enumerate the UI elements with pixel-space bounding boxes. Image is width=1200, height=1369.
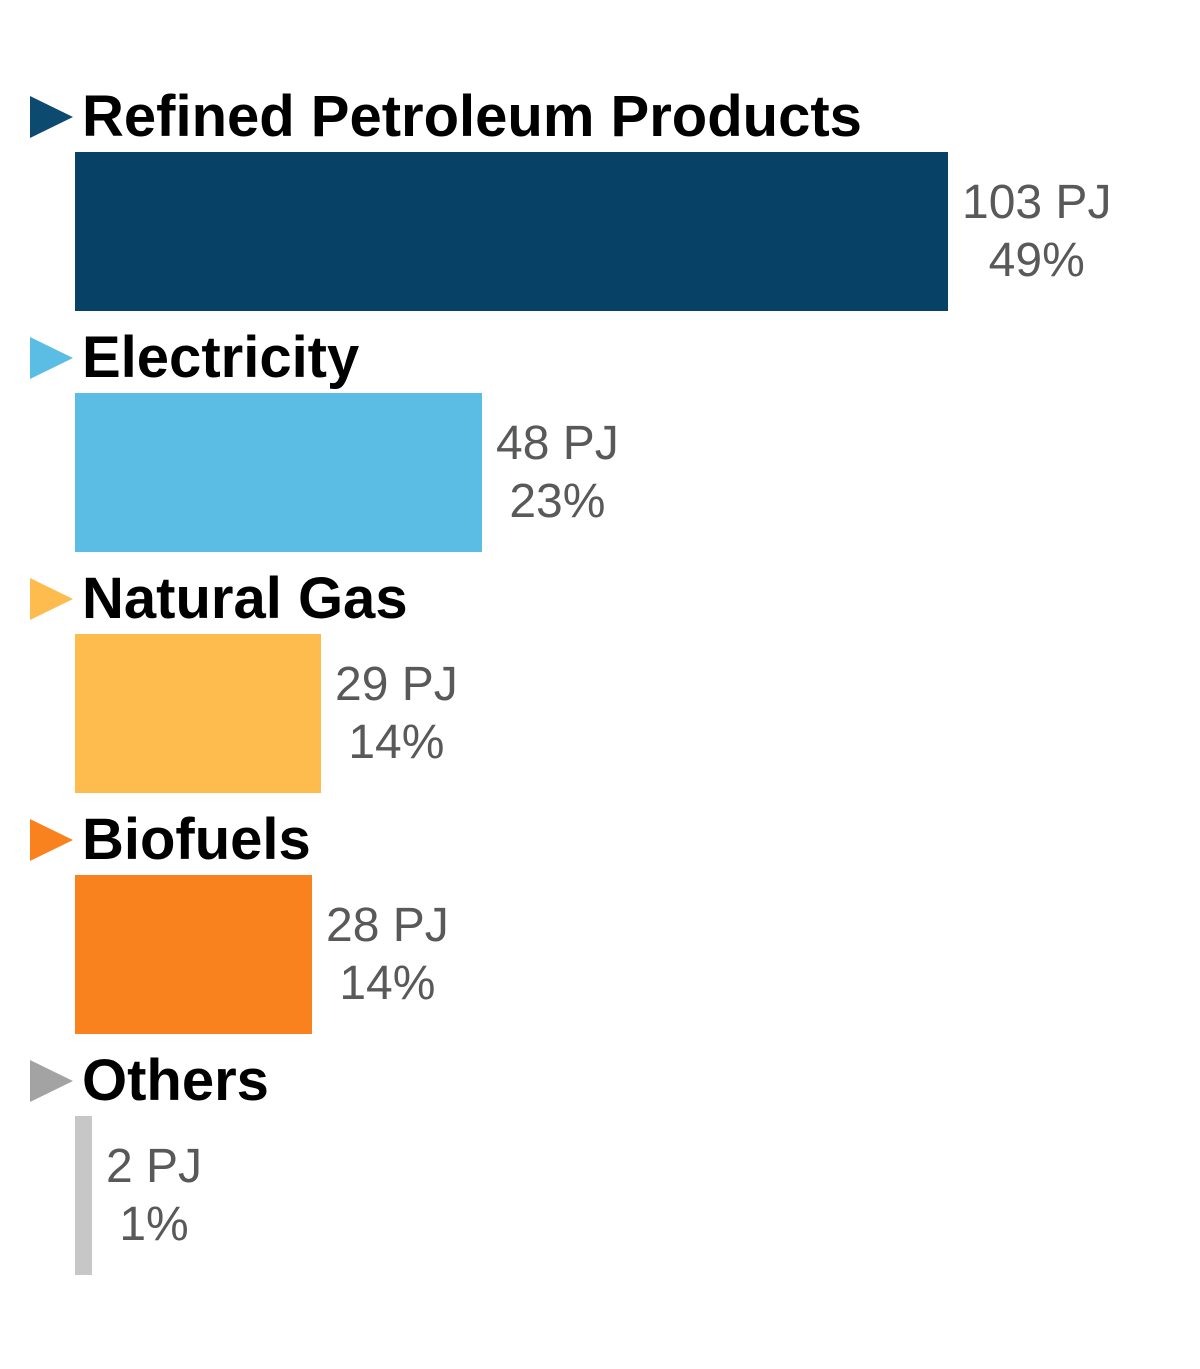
value-label: 103 PJ 49%	[962, 174, 1111, 289]
bar-line: 28 PJ 14%	[75, 875, 1200, 1034]
bar-line: 48 PJ 23%	[75, 393, 1200, 552]
value-pj: 103 PJ	[962, 175, 1112, 229]
value-percent: 14%	[339, 956, 436, 1010]
value-percent: 23%	[509, 474, 606, 528]
bar-line: 2 PJ 1%	[75, 1116, 1200, 1275]
category-header: Refined Petroleum Products	[30, 88, 1200, 146]
bar-row-others: Others 2 PJ 1%	[30, 1052, 1200, 1275]
category-header: Electricity	[30, 329, 1200, 387]
category-label: Electricity	[82, 325, 360, 390]
category-label: Others	[82, 1048, 269, 1113]
bar	[75, 393, 482, 552]
triangle-right-icon	[30, 819, 73, 861]
value-pj: 48 PJ	[496, 416, 619, 470]
bar-line: 29 PJ 14%	[75, 634, 1200, 793]
value-pj: 28 PJ	[326, 898, 449, 952]
value-percent: 1%	[119, 1197, 189, 1251]
triangle-right-icon	[30, 1060, 73, 1102]
value-label: 48 PJ 23%	[496, 415, 619, 530]
triangle-right-icon	[30, 96, 73, 138]
value-label: 2 PJ 1%	[106, 1138, 202, 1253]
value-pj: 2 PJ	[106, 1139, 203, 1193]
triangle-right-icon	[30, 578, 73, 620]
value-label: 28 PJ 14%	[326, 897, 449, 1012]
category-label: Natural Gas	[82, 566, 408, 631]
bar-line: 103 PJ 49%	[75, 152, 1200, 311]
value-pj: 29 PJ	[335, 657, 458, 711]
category-label: Refined Petroleum Products	[82, 84, 862, 149]
triangle-right-icon	[30, 337, 73, 379]
bar	[75, 152, 948, 311]
category-header: Biofuels	[30, 811, 1200, 869]
bar-row-natural-gas: Natural Gas 29 PJ 14%	[30, 570, 1200, 793]
category-label: Biofuels	[82, 807, 311, 872]
value-percent: 14%	[348, 715, 445, 769]
bar	[75, 875, 312, 1034]
energy-sources-bar-chart: Refined Petroleum Products 103 PJ 49% El…	[30, 88, 1200, 1275]
value-percent: 49%	[988, 233, 1085, 287]
category-header: Natural Gas	[30, 570, 1200, 628]
category-header: Others	[30, 1052, 1200, 1110]
bar-row-refined-petroleum-products: Refined Petroleum Products 103 PJ 49%	[30, 88, 1200, 311]
bar-row-electricity: Electricity 48 PJ 23%	[30, 329, 1200, 552]
bar	[75, 634, 321, 793]
bar	[75, 1116, 92, 1275]
value-label: 29 PJ 14%	[335, 656, 458, 771]
bar-row-biofuels: Biofuels 28 PJ 14%	[30, 811, 1200, 1034]
